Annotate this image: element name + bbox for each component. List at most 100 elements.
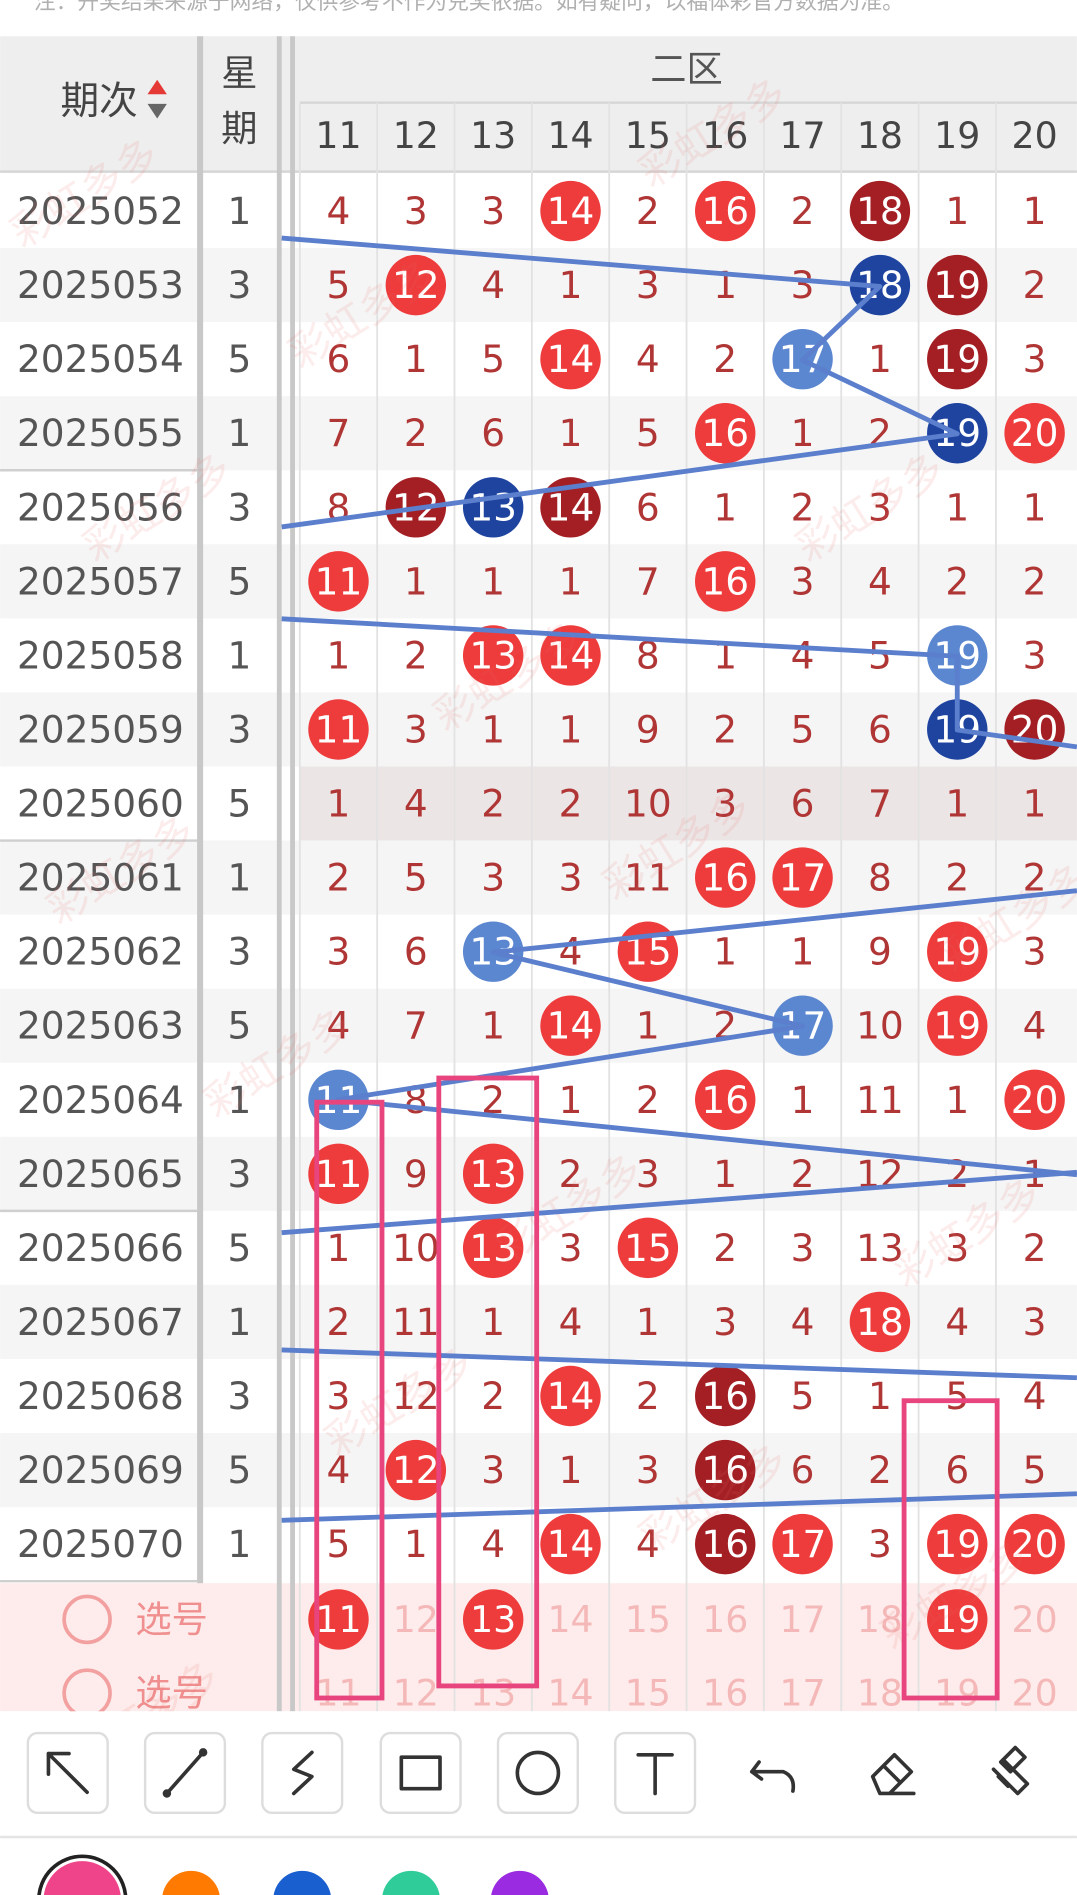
select-number[interactable]: 14 <box>547 1598 593 1641</box>
cell-number: 20 <box>1011 411 1059 455</box>
select-number[interactable]: 16 <box>702 1672 748 1715</box>
cell-number: 5 <box>327 1522 351 1566</box>
select-toggle[interactable] <box>62 1594 112 1645</box>
cell-number: 15 <box>624 1226 672 1270</box>
cell-number: 1 <box>481 707 505 751</box>
cell-number: 1 <box>481 1004 505 1048</box>
cell-number: 11 <box>624 856 672 900</box>
cell-number: 14 <box>547 337 595 381</box>
cell-number: 1 <box>1023 189 1047 233</box>
tool-line[interactable] <box>143 1731 227 1815</box>
select-number[interactable]: 16 <box>702 1598 748 1641</box>
select-number[interactable]: 12 <box>393 1598 439 1641</box>
column-label: 14 <box>547 114 593 157</box>
column-label: 15 <box>625 114 671 157</box>
drawn-annotations <box>281 235 1077 1523</box>
select-number[interactable]: 20 <box>1012 1598 1058 1641</box>
cell-number: 1 <box>945 485 969 529</box>
ball <box>695 1365 756 1427</box>
cell-number: 3 <box>636 1152 660 1196</box>
cell-number: 16 <box>701 559 749 603</box>
select-number[interactable]: 11 <box>315 1672 361 1715</box>
tool-undo[interactable] <box>749 1760 796 1793</box>
header-period: 期次 <box>61 79 138 124</box>
cell-number: 2 <box>636 1078 660 1122</box>
select-number[interactable]: 18 <box>857 1598 903 1641</box>
select-label[interactable]: 选号 <box>135 1598 208 1641</box>
select-number[interactable]: 13 <box>470 1598 516 1641</box>
cell-number: 11 <box>856 1078 904 1122</box>
select-number[interactable]: 12 <box>393 1672 439 1715</box>
cell-number: 12 <box>392 1374 440 1418</box>
cell-number: 2 <box>1023 856 1047 900</box>
tool-select[interactable] <box>26 1731 109 1815</box>
ball <box>927 328 988 390</box>
weekday: 5 <box>227 559 251 603</box>
cell-number: 3 <box>327 1374 351 1418</box>
cell-number: 1 <box>481 1300 505 1344</box>
cell-number: 2 <box>327 856 351 900</box>
cell-number: 6 <box>327 337 351 381</box>
select-number[interactable]: 19 <box>934 1672 980 1715</box>
tool-eraser[interactable] <box>870 1752 916 1796</box>
select-label[interactable]: 选号 <box>135 1672 208 1715</box>
select-number[interactable]: 14 <box>547 1672 593 1715</box>
cell-number: 18 <box>856 189 904 233</box>
column-label: 19 <box>934 114 980 157</box>
cell-number: 4 <box>327 1004 351 1048</box>
tool-text[interactable] <box>614 1731 697 1815</box>
period: 2025064 <box>17 1078 184 1122</box>
period: 2025052 <box>17 189 184 233</box>
select-number[interactable]: 20 <box>1012 1672 1058 1715</box>
cell-number: 8 <box>636 633 660 677</box>
cell-number: 1 <box>636 1004 660 1048</box>
select-number[interactable]: 11 <box>315 1598 361 1641</box>
ball <box>927 921 988 982</box>
tool-clear[interactable] <box>991 1745 1030 1796</box>
tool-rect[interactable] <box>379 1731 462 1815</box>
cell-number: 10 <box>624 782 672 826</box>
cell-number: 13 <box>856 1226 904 1270</box>
ball <box>617 1217 679 1279</box>
cell-number: 1 <box>713 1152 737 1196</box>
cell-number: 1 <box>791 930 815 974</box>
ball <box>540 477 601 538</box>
period: 2025058 <box>17 633 184 677</box>
cell-number: 1 <box>636 1300 660 1344</box>
cell-number: 1 <box>404 337 428 381</box>
cell-number: 17 <box>779 856 827 900</box>
tool-circle[interactable] <box>496 1731 579 1815</box>
cell-number: 2 <box>404 411 428 455</box>
select-number[interactable]: 19 <box>934 1598 980 1641</box>
ball <box>695 551 756 612</box>
ball <box>1004 1513 1065 1575</box>
palette-ring[interactable] <box>37 1854 128 1895</box>
ball <box>695 1069 756 1130</box>
ball <box>540 328 601 390</box>
select-number[interactable]: 15 <box>625 1598 671 1641</box>
palette-color[interactable] <box>43 1861 121 1895</box>
cell-number: 2 <box>481 1374 505 1418</box>
cell-number: 16 <box>701 1078 749 1122</box>
select-number[interactable]: 18 <box>857 1672 903 1715</box>
cell-number: 1 <box>868 1374 892 1418</box>
cell-number: 5 <box>791 707 815 751</box>
palette-color[interactable] <box>382 1870 440 1895</box>
select-number[interactable]: 17 <box>779 1672 825 1715</box>
cell-number: 11 <box>315 1152 363 1196</box>
palette-color[interactable] <box>491 1870 549 1895</box>
cell-number: 3 <box>327 930 351 974</box>
cell-number: 11 <box>315 559 363 603</box>
column-separator <box>276 36 282 1712</box>
palette-color[interactable] <box>273 1870 331 1895</box>
toolbar <box>0 1711 1077 1895</box>
select-number[interactable]: 15 <box>625 1672 671 1715</box>
column-label: 11 <box>315 114 361 157</box>
select-number[interactable]: 17 <box>779 1598 825 1641</box>
tool-curve[interactable] <box>261 1731 344 1815</box>
cell-number: 2 <box>868 1448 892 1492</box>
palette-color[interactable] <box>162 1870 220 1895</box>
cell-number: 14 <box>547 1522 595 1566</box>
select-number[interactable]: 13 <box>470 1672 516 1715</box>
